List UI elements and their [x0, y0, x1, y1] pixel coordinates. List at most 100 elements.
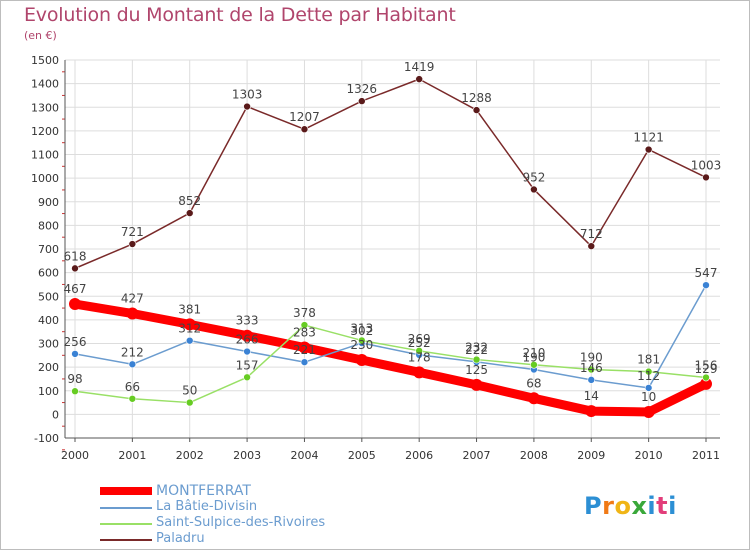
data-point-0 [470, 378, 483, 391]
x-tick-label: 2002 [176, 449, 204, 462]
data-label-2: 190 [580, 350, 603, 364]
data-label-1: 266 [236, 333, 259, 347]
logo-letter-r: r [602, 492, 615, 520]
data-point-2 [702, 373, 710, 382]
data-label-2: 157 [236, 358, 259, 372]
series-line-0 [70, 299, 711, 417]
data-label-2: 210 [522, 346, 545, 360]
data-label-1: 256 [64, 335, 87, 349]
legend-swatch-paladru [100, 539, 152, 541]
data-point-0 [585, 405, 598, 418]
y-tick-label: 1500 [31, 54, 59, 67]
data-label-1: 221 [293, 343, 316, 357]
data-label-2: 232 [465, 341, 488, 355]
data-point-3 [415, 75, 423, 83]
data-label-3: 952 [522, 170, 545, 184]
data-point-1 [702, 281, 710, 289]
data-label-2: 98 [67, 372, 82, 386]
data-point-0 [298, 341, 311, 354]
data-label-2: 269 [408, 332, 431, 346]
data-label-2: 181 [637, 353, 660, 367]
data-label-1: 146 [580, 361, 603, 375]
data-point-0 [700, 377, 712, 390]
y-tick-label: -100 [34, 432, 59, 445]
data-point-3 [472, 106, 481, 114]
data-point-3 [358, 97, 366, 105]
chart-title: Evolution du Montant de la Dette par Hab… [24, 4, 456, 26]
y-tick-label: 500 [38, 290, 59, 303]
data-point-2 [415, 347, 423, 355]
data-label-0: 283 [293, 326, 316, 340]
data-label-1: 312 [178, 322, 201, 336]
data-point-3 [128, 240, 137, 248]
x-tick-label: 2005 [348, 449, 376, 462]
data-point-2 [587, 365, 596, 374]
data-label-0: 129 [695, 362, 718, 376]
y-tick-label: 400 [38, 314, 59, 327]
data-point-2 [644, 367, 653, 376]
data-label-1: 252 [408, 336, 431, 350]
legend-swatch-saint-sulpice [100, 523, 152, 525]
logo-letter-p: P [584, 492, 603, 520]
series-line-3 [74, 78, 707, 270]
data-point-2 [128, 394, 137, 403]
logo-letter-t: t [656, 492, 669, 520]
data-label-0: 68 [526, 376, 541, 390]
x-tick-label: 2010 [635, 449, 663, 462]
data-label-1: 547 [695, 266, 718, 280]
data-label-2: 50 [182, 384, 197, 398]
data-label-2: 156 [695, 359, 718, 373]
data-point-3 [71, 264, 79, 273]
data-label-3: 1003 [691, 158, 722, 172]
y-tick-label: 600 [38, 267, 59, 280]
data-point-0 [642, 406, 655, 419]
data-label-3: 721 [121, 225, 144, 239]
x-tick-label: 2001 [118, 449, 146, 462]
data-label-3: 852 [178, 194, 201, 208]
data-point-0 [413, 366, 426, 379]
data-label-3: 1121 [633, 131, 664, 145]
data-point-0 [355, 354, 368, 367]
legend-label-paladru: Paladru [156, 531, 205, 546]
data-point-3 [300, 125, 309, 134]
data-point-1 [71, 350, 79, 358]
y-tick-label: 700 [38, 243, 59, 256]
x-tick-label: 2009 [577, 449, 605, 462]
logo-letter-o: o [614, 492, 632, 520]
data-point-0 [527, 392, 540, 405]
data-label-0: 125 [465, 363, 488, 377]
data-label-3: 1288 [461, 91, 492, 105]
data-point-1 [128, 360, 137, 369]
y-tick-label: 300 [38, 338, 59, 351]
x-tick-label: 2000 [61, 449, 89, 462]
y-tick-label: 800 [38, 219, 59, 232]
data-label-3: 1419 [404, 60, 435, 74]
data-label-0: 14 [584, 389, 599, 403]
x-tick-label: 2004 [290, 449, 318, 462]
logo-letter-x: x [631, 492, 648, 520]
data-point-2 [300, 321, 309, 329]
data-label-1: 190 [522, 350, 545, 364]
data-label-1: 222 [465, 343, 488, 357]
y-tick-label: 100 [38, 385, 59, 398]
data-label-0: 427 [121, 291, 144, 305]
data-point-3 [587, 242, 596, 250]
y-tick-label: 900 [38, 196, 59, 209]
data-point-1 [300, 358, 309, 366]
data-point-3 [644, 145, 653, 154]
data-label-3: 712 [580, 227, 603, 241]
logo-letter-i2: i [668, 492, 677, 520]
x-tick-label: 2007 [463, 449, 491, 462]
legend-label-saint-sulpice: Saint-Sulpice-des-Rivoires [156, 515, 326, 530]
legend-label-montferrat: MONTFERRAT [156, 483, 251, 499]
proxiti-logo: Proxiti [584, 492, 677, 520]
data-label-2: 378 [293, 306, 316, 320]
data-point-2 [185, 398, 194, 407]
data-label-1: 212 [121, 345, 144, 359]
x-tick-label: 2006 [405, 449, 433, 462]
data-point-0 [69, 298, 81, 311]
data-point-1 [243, 347, 251, 356]
logo-letter-i: i [647, 492, 657, 520]
y-tick-label: 1200 [31, 125, 59, 138]
